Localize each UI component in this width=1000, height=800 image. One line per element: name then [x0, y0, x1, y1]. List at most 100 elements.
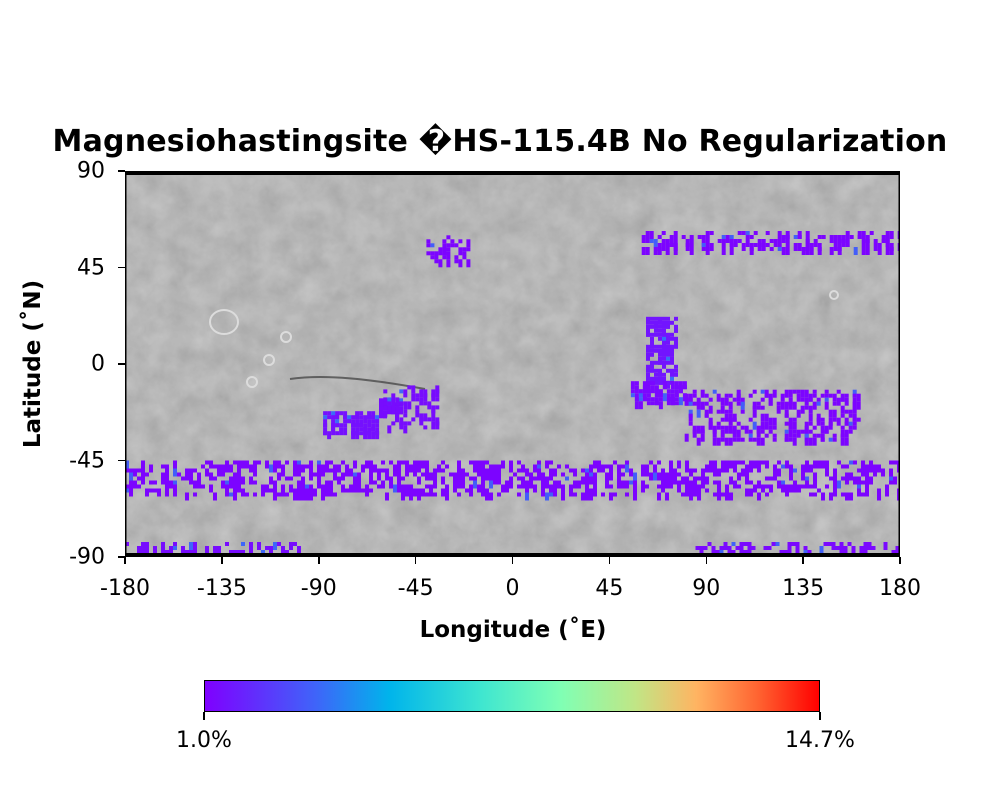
abundance-pixel	[383, 397, 388, 402]
abundance-pixel	[669, 480, 673, 489]
abundance-pixel	[525, 468, 529, 477]
abundance-pixel	[711, 546, 716, 550]
abundance-pixel	[229, 468, 233, 473]
abundance-pixel	[383, 405, 388, 410]
abundance-pixel	[772, 433, 777, 438]
x-tick-mark	[511, 557, 514, 564]
x-tick-mark	[608, 557, 611, 564]
abundance-pixel	[865, 464, 869, 473]
abundance-pixel	[669, 243, 674, 247]
abundance-pixel	[585, 476, 589, 485]
abundance-pixel	[865, 247, 870, 255]
abundance-pixel	[429, 488, 433, 497]
abundance-pixel	[792, 433, 797, 438]
abundance-pixel	[141, 476, 145, 481]
abundance-pixel	[373, 480, 377, 485]
abundance-pixel	[674, 385, 679, 390]
volcano-features	[209, 290, 839, 388]
abundance-pixel	[653, 472, 657, 481]
abundance-pixel	[301, 480, 305, 485]
abundance-pixel	[331, 415, 336, 420]
abundance-pixel	[381, 460, 385, 465]
abundance-pixel	[674, 368, 678, 373]
abundance-pixel	[844, 409, 849, 414]
abundance-pixel	[697, 235, 702, 239]
abundance-pixel	[792, 437, 797, 446]
abundance-pixel	[197, 480, 201, 489]
abundance-pixel	[581, 468, 585, 473]
abundance-pixel	[233, 480, 237, 489]
abundance-pixel	[609, 464, 613, 469]
abundance-pixel	[629, 480, 633, 485]
abundance-pixel	[776, 405, 781, 414]
abundance-pixel	[658, 368, 662, 377]
abundance-pixel	[181, 546, 185, 554]
abundance-pixel	[840, 433, 845, 438]
abundance-pixel	[437, 468, 441, 473]
abundance-pixel	[249, 476, 253, 481]
abundance-pixel	[297, 550, 301, 554]
abundance-pixel	[650, 376, 654, 385]
abundance-pixel	[768, 417, 773, 426]
abundance-pixel	[772, 425, 777, 430]
abundance-pixel	[253, 492, 257, 497]
abundance-pixel	[784, 413, 789, 418]
abundance-pixel	[805, 480, 809, 489]
abundance-pixel	[681, 476, 685, 485]
x-tick-label: -135	[196, 576, 247, 601]
abundance-pixel	[545, 476, 549, 481]
abundance-pixel	[529, 480, 533, 489]
abundance-pixel	[609, 484, 613, 489]
abundance-pixel	[645, 468, 649, 477]
abundance-pixel	[638, 401, 643, 410]
abundance-pixel	[688, 413, 693, 422]
abundance-pixel	[309, 476, 313, 481]
abundance-pixel	[129, 484, 133, 489]
abundance-pixel	[645, 239, 650, 243]
abundance-pixel	[832, 437, 837, 442]
abundance-pixel	[353, 480, 357, 489]
abundance-pixel	[729, 492, 733, 501]
abundance-pixel	[861, 492, 865, 497]
abundance-pixel	[773, 239, 778, 247]
abundance-pixel	[685, 484, 689, 493]
abundance-pixel	[461, 476, 465, 481]
abundance-pixel	[457, 472, 461, 481]
abundance-pixel	[877, 464, 881, 473]
abundance-pixel	[497, 476, 501, 485]
abundance-pixel	[517, 484, 521, 489]
abundance-pixel	[893, 460, 897, 465]
abundance-pixel	[653, 247, 658, 255]
abundance-pixel	[699, 546, 704, 550]
abundance-pixel	[661, 468, 665, 473]
abundance-pixel	[689, 492, 693, 501]
abundance-pixel	[685, 492, 689, 497]
abundance-pixel	[327, 411, 332, 416]
x-tick-mark	[899, 557, 901, 564]
abundance-pixel	[757, 480, 761, 489]
abundance-pixel	[813, 464, 817, 469]
abundance-pixel	[433, 480, 437, 489]
abundance-pixel	[757, 247, 762, 251]
abundance-pixel	[728, 409, 733, 414]
abundance-pixel	[733, 460, 737, 465]
abundance-pixel	[654, 324, 658, 329]
y-tick-label: -90	[69, 544, 105, 570]
abundance-pixel	[775, 542, 780, 546]
abundance-pixel	[820, 393, 825, 398]
abundance-pixel	[708, 405, 713, 414]
abundance-pixel	[869, 464, 873, 473]
abundance-pixel	[662, 348, 666, 357]
abundance-pixel	[739, 542, 744, 546]
abundance-pixel	[213, 546, 217, 554]
abundance-pixel	[341, 488, 345, 493]
abundance-pixel	[353, 476, 357, 481]
abundance-pixel	[323, 431, 328, 436]
abundance-pixel	[419, 389, 424, 398]
abundance-pixel	[837, 247, 842, 255]
abundance-pixel	[261, 484, 265, 489]
abundance-pixel	[697, 476, 701, 481]
abundance-pixel	[793, 235, 798, 239]
abundance-pixel	[654, 332, 658, 337]
abundance-pixel	[625, 480, 629, 489]
